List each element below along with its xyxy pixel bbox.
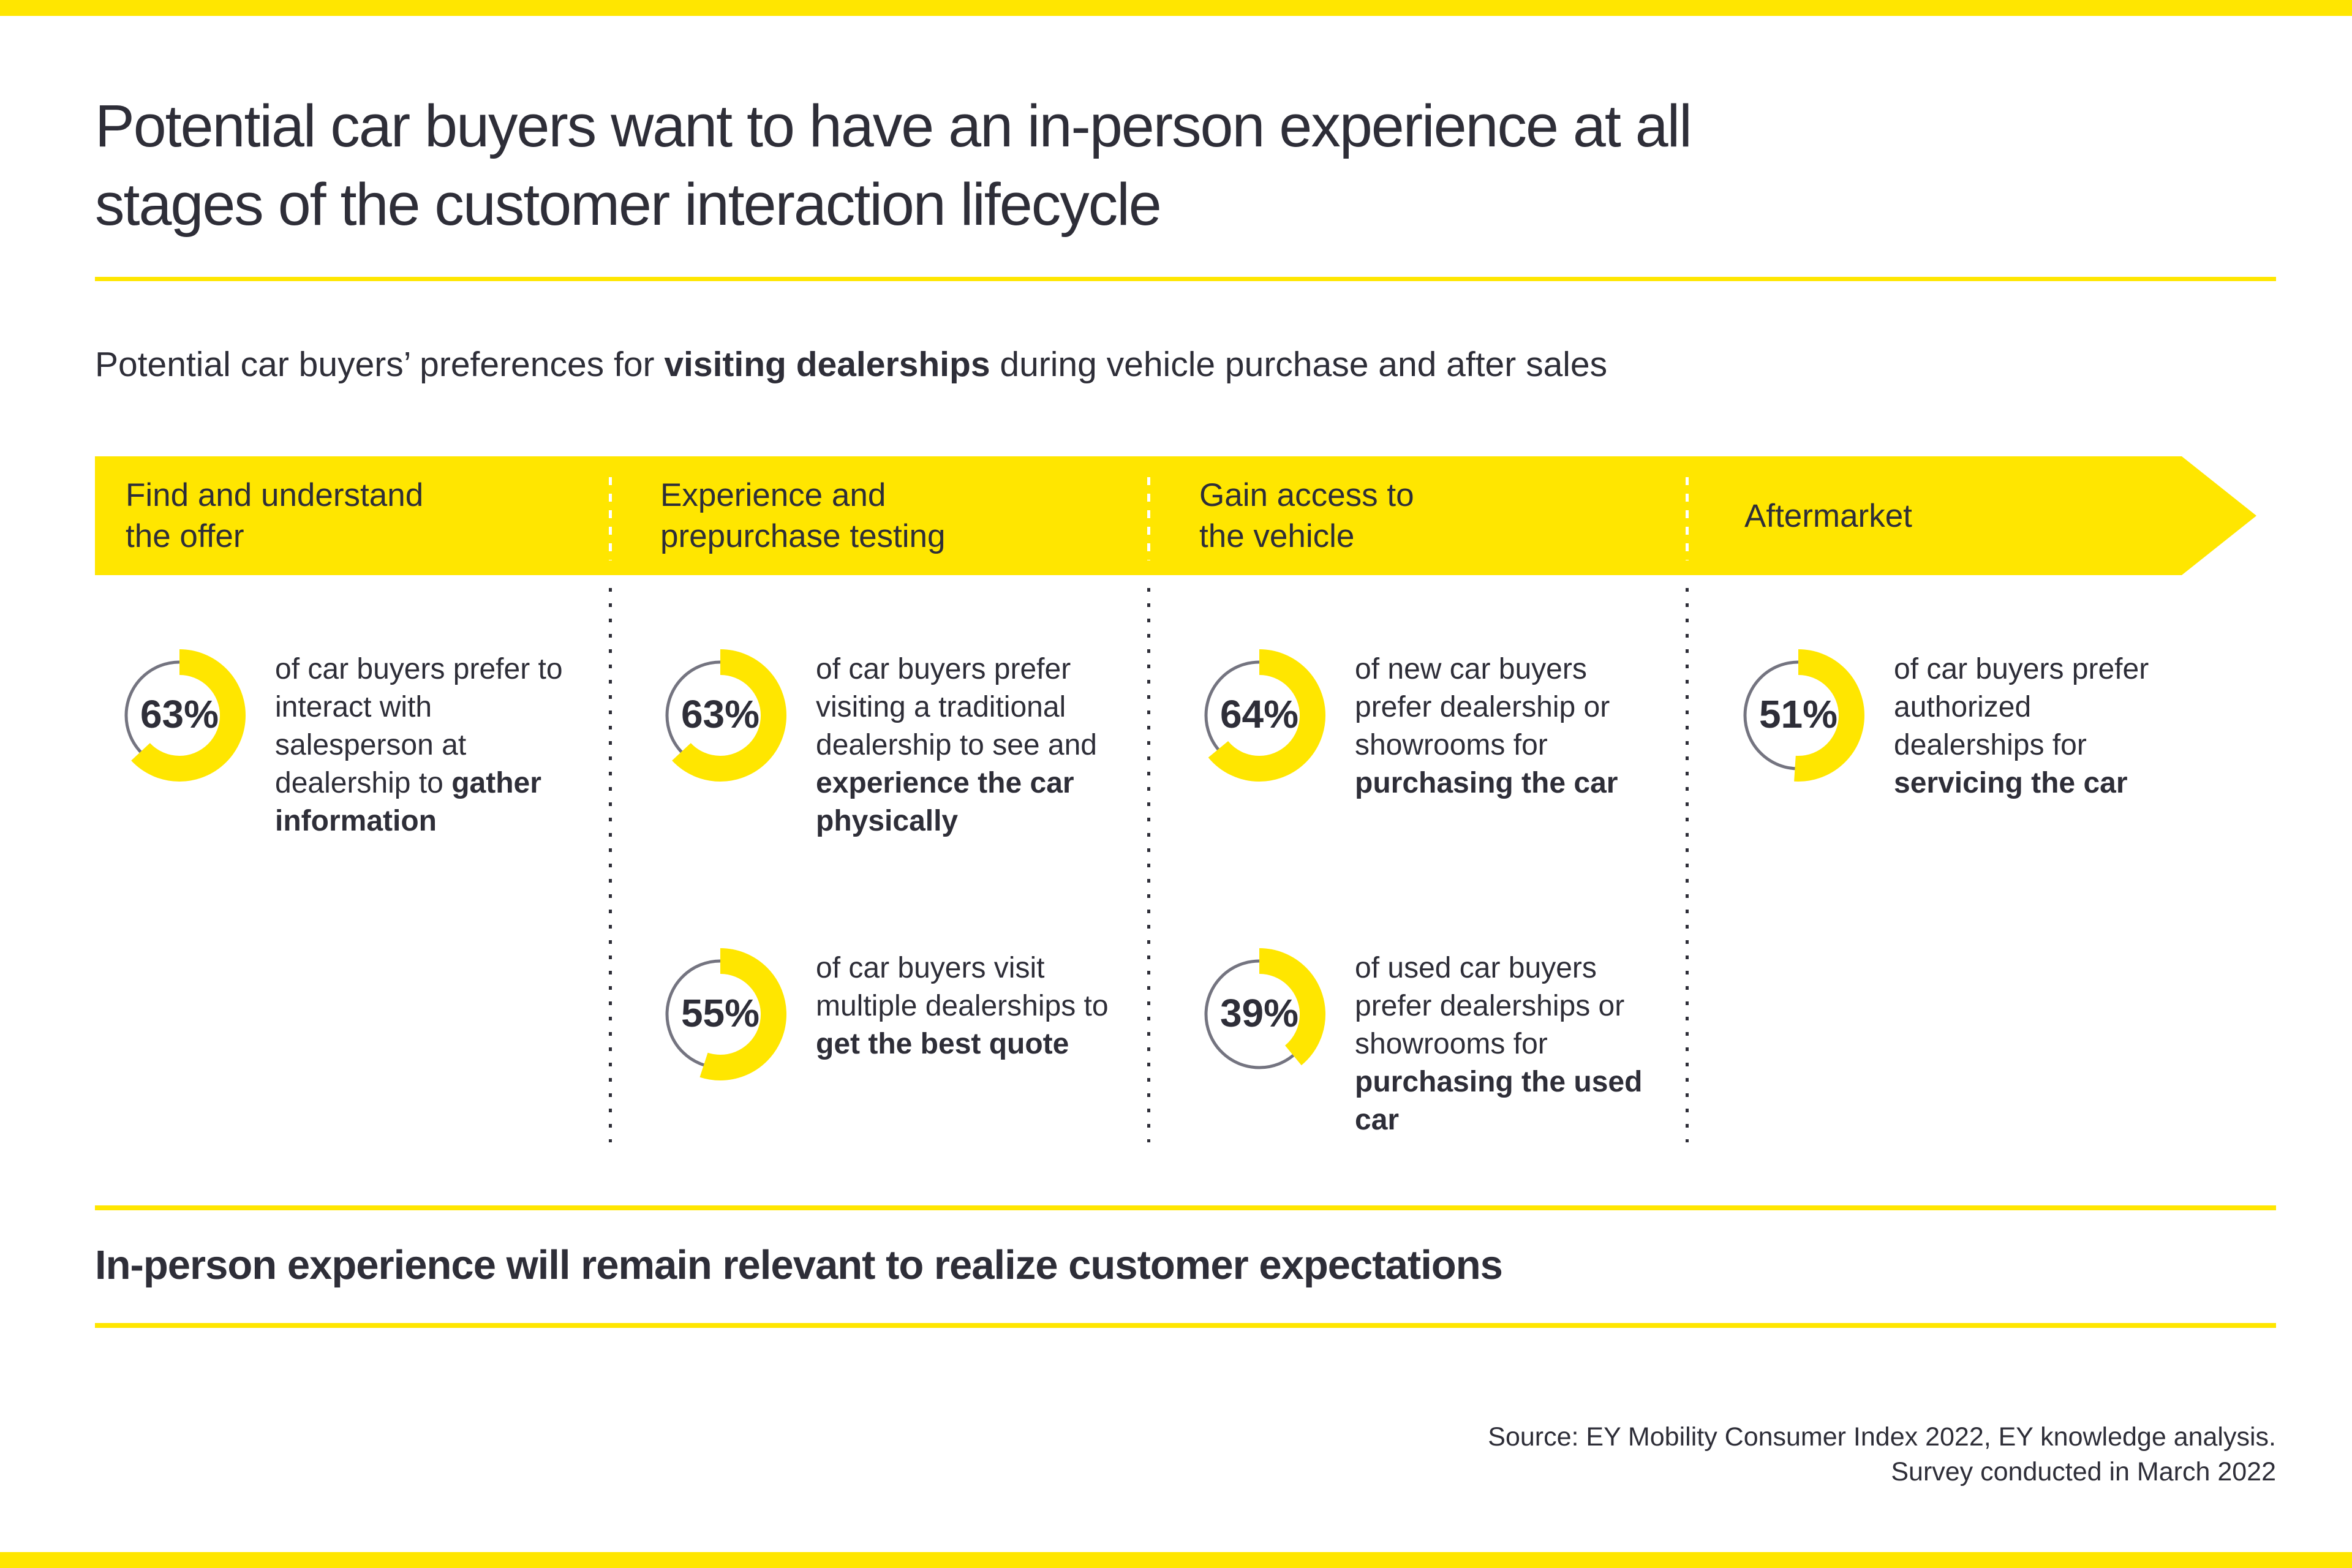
banner-separator	[1147, 477, 1150, 560]
top-brand-bar	[0, 0, 2352, 16]
page-title: Potential car buyers want to have an in-…	[95, 92, 1692, 238]
stage-label-aftermarket: Aftermarket	[1744, 498, 1912, 534]
banner-separator	[609, 477, 612, 560]
donut-chart: 51%	[1732, 649, 1864, 782]
subtitle-bold-text: visiting dealerships	[664, 345, 990, 384]
bottom-divider-top	[95, 1205, 2276, 1210]
donut-percent-label: 55%	[680, 991, 760, 1035]
stat-description: of car buyers prefer authorized dealersh…	[1894, 653, 2149, 799]
source-note: Source: EY Mobility Consumer Index 2022,…	[1296, 1420, 2276, 1490]
stat-card-best-quote: 55% of car buyers visit multiple dealers…	[654, 948, 1110, 1080]
column-dotted-separator	[1686, 588, 1689, 1142]
chart-subtitle: Potential car buyers’ preferences for vi…	[95, 343, 2276, 386]
stat-description: of used car buyers prefer dealerships or…	[1355, 952, 1643, 1136]
arrow-tip	[2182, 456, 2256, 575]
bottom-heading: In-person experience will remain relevan…	[95, 1242, 1503, 1288]
donut-percent-label: 63%	[680, 692, 760, 736]
stat-card-experience-physically: 63% of car buyers prefer visiting a trad…	[654, 649, 1110, 840]
donut-percent-label: 64%	[1219, 692, 1299, 736]
stage-label-experience-testing: Experience and prepurchase testing	[660, 477, 946, 554]
stat-card-purchasing-car: 64% of new car buyers prefer dealership …	[1193, 649, 1649, 802]
subtitle-suffix-text: during vehicle purchase and after sales	[990, 345, 1608, 384]
stat-card-gather-information: 63% of car buyers prefer to interact wit…	[113, 649, 569, 840]
donut-percent-label: 51%	[1758, 692, 1838, 736]
column-dotted-separator	[609, 588, 612, 1142]
stage-label-gain-access: Gain access to the vehicle	[1199, 477, 1414, 554]
stat-card-servicing-car: 51% of car buyers prefer authorized deal…	[1732, 649, 2188, 802]
subtitle-text: Potential car buyers’ preferences for	[95, 345, 665, 384]
donut-chart: 55%	[654, 948, 786, 1080]
donut-chart: 63%	[654, 649, 786, 782]
bottom-divider-bottom	[95, 1323, 2276, 1328]
bottom-brand-bar	[0, 1552, 2352, 1568]
donut-percent-label: 39%	[1219, 991, 1299, 1035]
donut-percent-label: 63%	[140, 692, 219, 736]
source-line-1: Source: EY Mobility Consumer Index 2022,…	[1488, 1422, 2276, 1452]
stat-description: of car buyers visit multiple dealerships…	[816, 952, 1109, 1060]
lifecycle-arrow-banner	[95, 456, 2182, 575]
stat-description: of car buyers prefer to interact with sa…	[275, 653, 563, 837]
stat-description: of new car buyers prefer dealership or s…	[1355, 653, 1618, 799]
column-dotted-separator	[1147, 588, 1150, 1142]
donut-chart: 64%	[1193, 649, 1325, 782]
donut-chart: 39%	[1193, 948, 1325, 1080]
source-line-2: Survey conducted in March 2022	[1891, 1457, 2276, 1487]
stage-label-find-offer: Find and understand the offer	[126, 477, 424, 554]
donut-chart: 63%	[113, 649, 246, 782]
stat-card-purchasing-used-car: 39% of used car buyers prefer dealership…	[1193, 948, 1649, 1139]
banner-separator	[1686, 477, 1689, 560]
title-divider	[95, 277, 2276, 281]
stat-description: of car buyers prefer visiting a traditio…	[816, 653, 1097, 837]
